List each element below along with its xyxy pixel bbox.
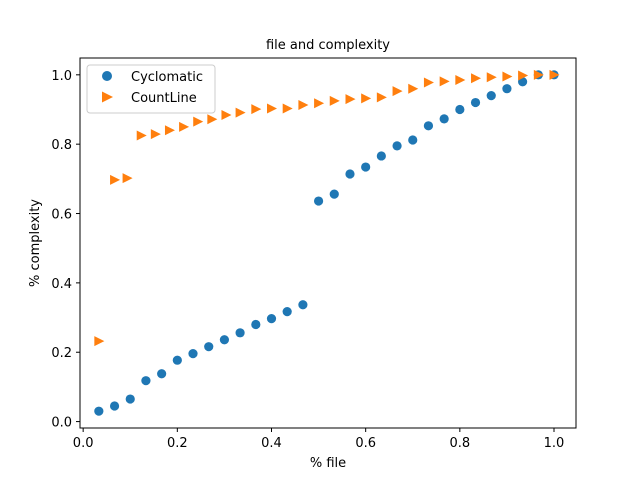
countline-point (235, 107, 246, 118)
cyclomatic-point (94, 406, 104, 416)
countline-point (345, 94, 356, 105)
cyclomatic-point (376, 151, 386, 161)
countline-point (136, 130, 147, 141)
cyclomatic-point (125, 394, 135, 404)
countline-point (533, 69, 544, 80)
cyclomatic-point (502, 84, 512, 94)
y-axis-label: % complexity (28, 199, 43, 287)
cyclomatic-point (109, 401, 120, 411)
y-tick-label: 0.2 (51, 346, 72, 361)
cyclomatic-point (141, 376, 151, 386)
legend: Cyclomatic CountLine (86, 64, 216, 114)
countline-point (207, 114, 218, 125)
countline-point (518, 70, 529, 81)
x-tick-label: 0.2 (167, 436, 188, 451)
x-tick-label: 0.6 (355, 436, 376, 451)
legend-label-countline: CountLine (131, 91, 197, 106)
x-axis: 0.0 0.2 0.4 0.6 0.8 1.0 (73, 428, 565, 451)
cyclomatic-point (157, 369, 167, 379)
countline-point (439, 76, 450, 87)
chart-title: file and complexity (266, 38, 390, 53)
cyclomatic-point (329, 189, 339, 199)
countline-point (314, 98, 325, 109)
countline-point (110, 174, 121, 185)
x-tick-label: 0.8 (449, 436, 470, 451)
cyclomatic-point (172, 355, 182, 365)
x-tick-label: 0.4 (261, 436, 282, 451)
plot-frame (79, 57, 577, 429)
cyclomatic-point (219, 335, 230, 345)
cyclomatic-point (266, 313, 277, 324)
cyclomatic-point (518, 77, 528, 87)
countline-point (266, 103, 277, 114)
x-tick-label: 1.0 (544, 436, 565, 451)
countline-point (376, 92, 387, 103)
cyclomatic-point (298, 300, 308, 310)
cyclomatic-point (392, 141, 402, 151)
countline-point (455, 75, 466, 86)
y-tick-label: 0.8 (51, 138, 72, 153)
cyclomatic-point (455, 104, 465, 115)
y-tick-label: 0.4 (51, 277, 72, 292)
countline-point (549, 69, 560, 80)
countline-point (94, 336, 105, 347)
countline-point (164, 125, 175, 136)
cyclomatic-point (188, 349, 198, 359)
cyclomatic-point (282, 307, 292, 317)
legend-marker-cyclomatic (102, 71, 112, 81)
countline-point (392, 86, 403, 97)
countline-point (150, 129, 161, 140)
cyclomatic-point (204, 342, 214, 352)
cyclomatic-point (423, 121, 434, 131)
x-axis-label: % file (310, 456, 346, 471)
cyclomatic-point (486, 91, 496, 101)
cyclomatic-point (361, 162, 371, 172)
cyclomatic-point (408, 135, 418, 145)
countline-point (408, 83, 419, 94)
countline-point (502, 71, 513, 82)
legend-label-cyclomatic: Cyclomatic (131, 70, 203, 85)
cyclomatic-point (439, 114, 449, 124)
countline-point (221, 110, 232, 121)
plot-marks (94, 69, 560, 416)
countline-point (282, 103, 293, 114)
x-tick-label: 0.0 (73, 436, 94, 451)
countline-point (193, 116, 204, 127)
countline-point (423, 77, 434, 88)
y-tick-label: 0.6 (51, 208, 72, 223)
countline-point (486, 72, 497, 83)
countline-point (329, 95, 340, 106)
countline-point (122, 173, 133, 184)
cyclomatic-point (235, 328, 245, 338)
countline-point (251, 104, 262, 115)
countline-point (361, 93, 372, 104)
legend-box (86, 64, 216, 114)
cyclomatic-point (251, 319, 261, 330)
countline-point (471, 73, 482, 84)
legend-marker-countline (102, 91, 113, 103)
y-tick-label: 0.0 (51, 416, 72, 431)
countline-point (298, 99, 309, 110)
countline-point (179, 121, 190, 132)
cyclomatic-point (345, 169, 355, 179)
cyclomatic-point (313, 196, 324, 206)
cyclomatic-point (470, 97, 481, 108)
y-tick-label: 1.0 (51, 69, 72, 84)
y-axis: 0.0 0.2 0.4 0.6 0.8 1.0 (51, 69, 80, 431)
